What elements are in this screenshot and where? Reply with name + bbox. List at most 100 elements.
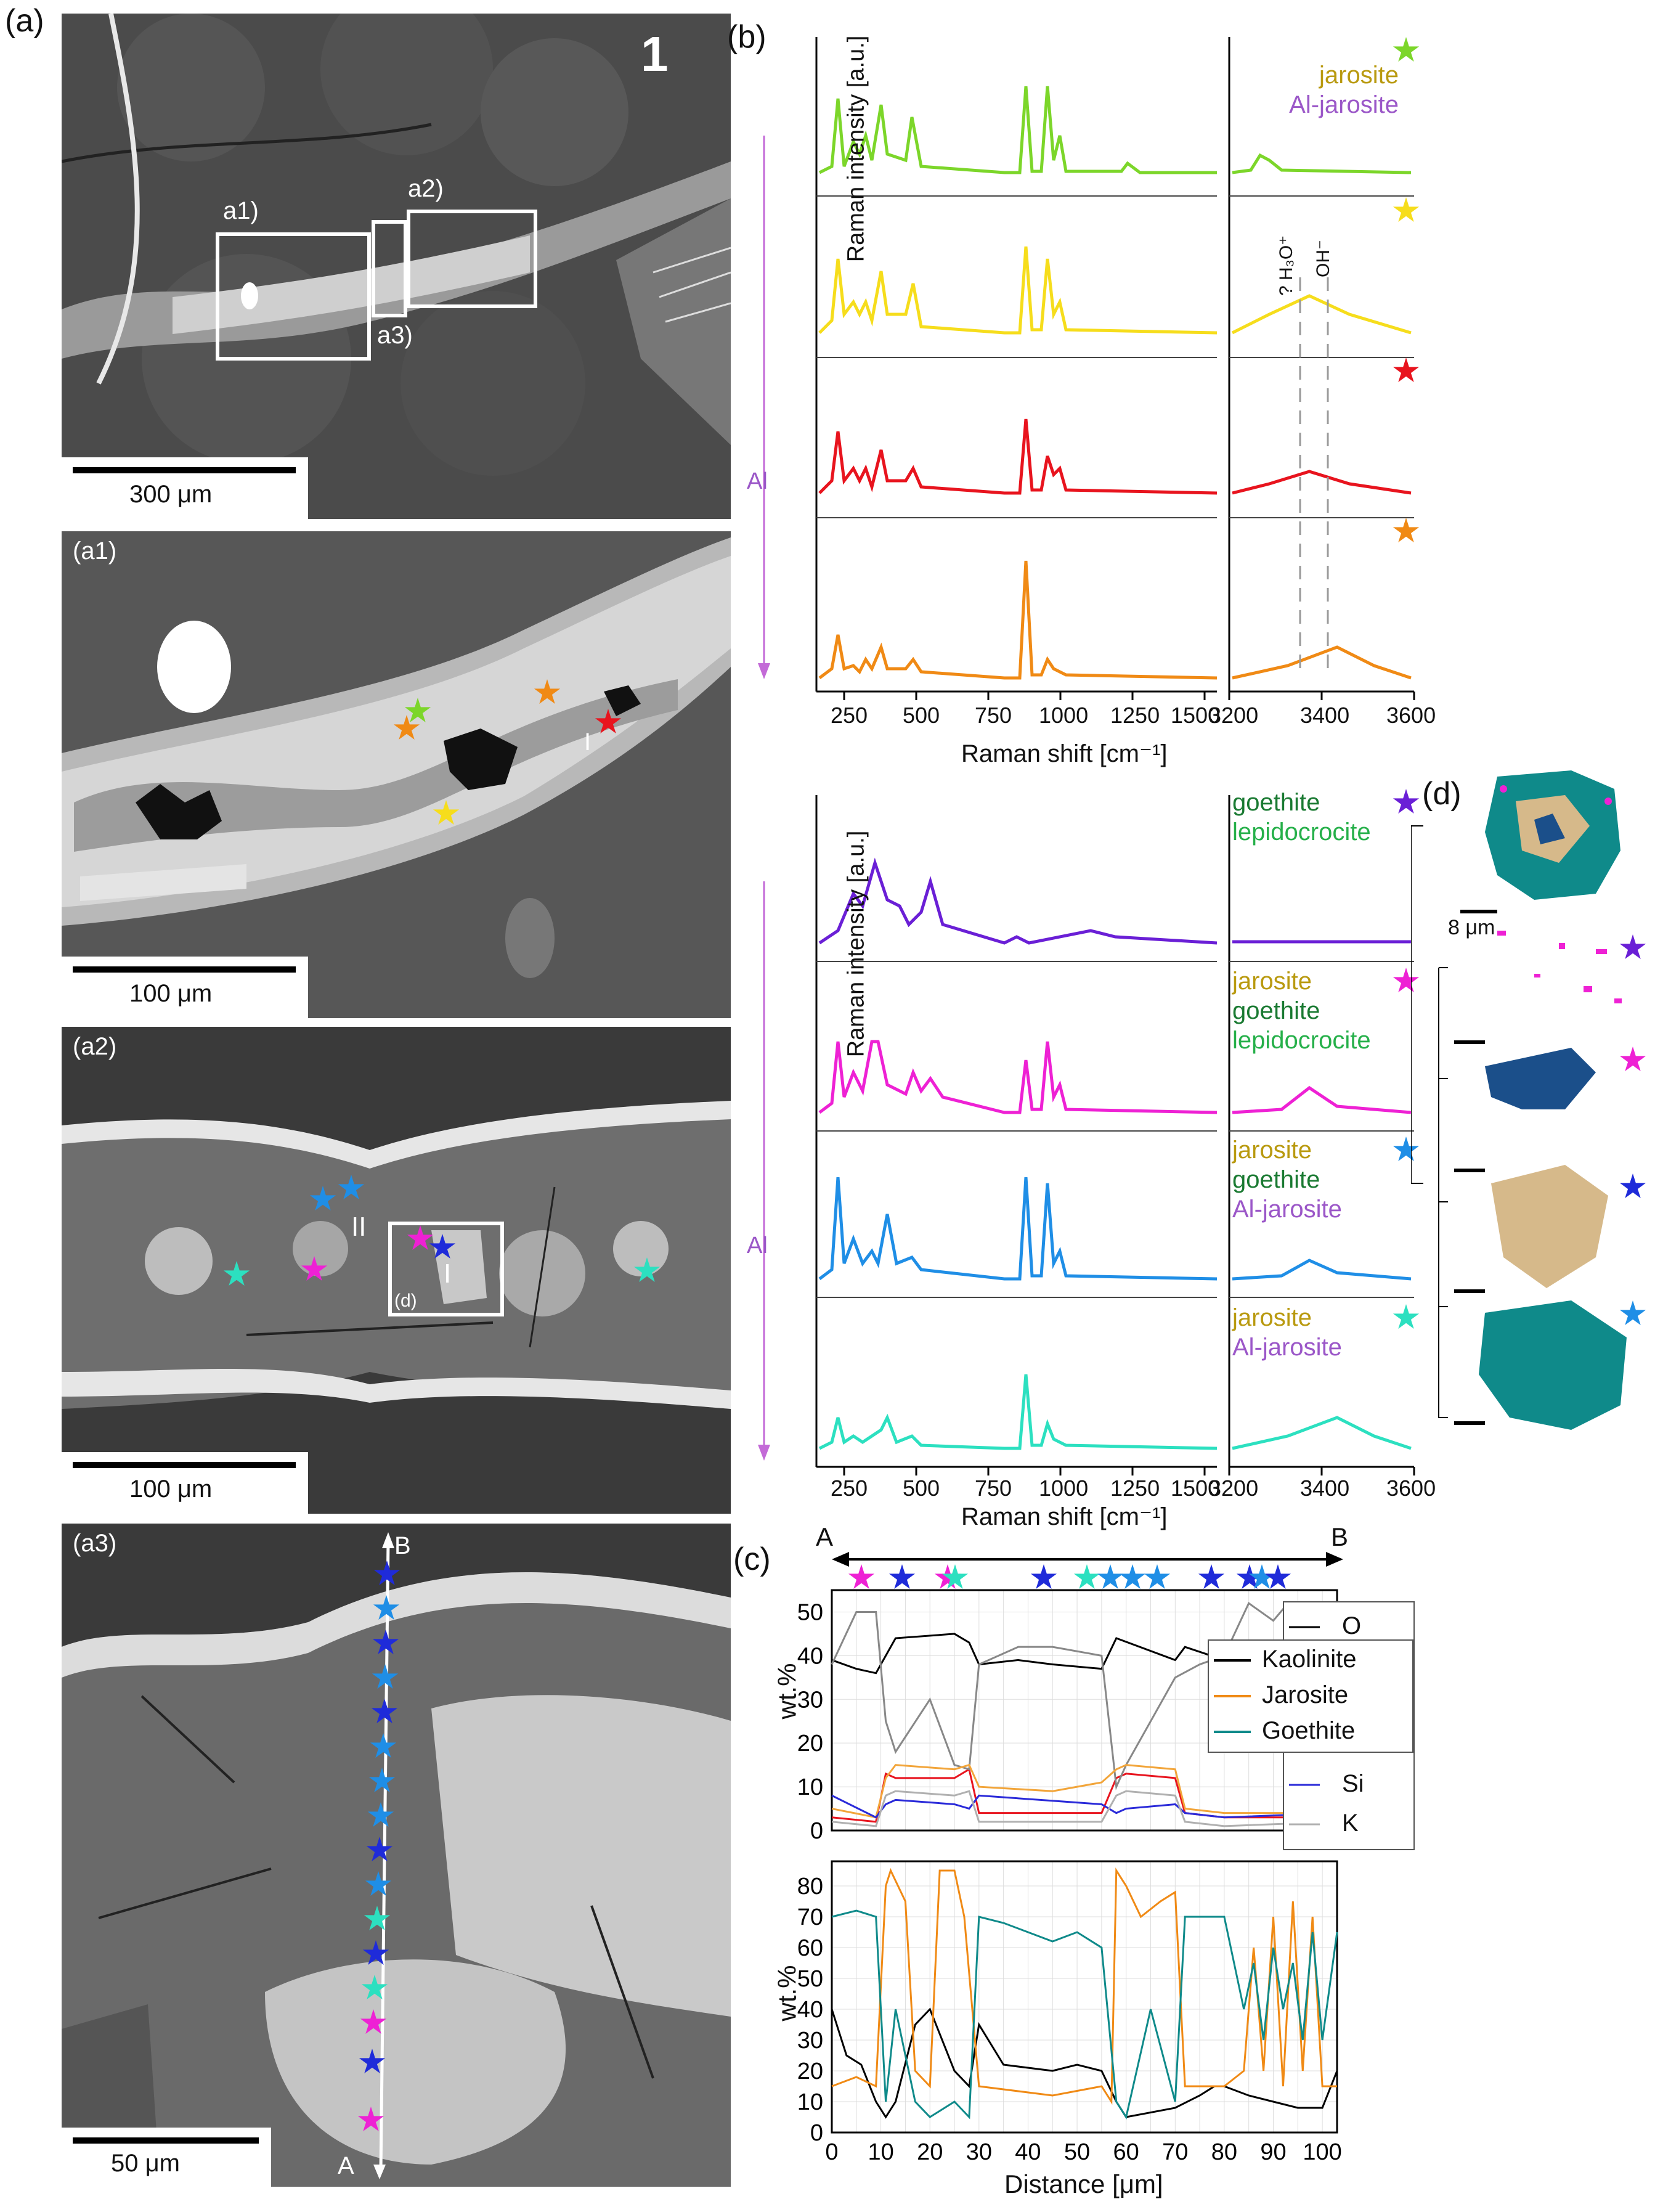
legend-goethite: Goethite bbox=[1262, 1717, 1356, 1744]
y-tick-label: 10 bbox=[797, 1774, 823, 1800]
y-tick-label: 40 bbox=[797, 1643, 823, 1669]
series-line-jarosite bbox=[831, 1867, 1337, 2105]
y-tick-label: 0 bbox=[810, 1818, 823, 1844]
raman-top-chart: Raman intensity [a.u.] Al 250 500 750 10… bbox=[746, 25, 1436, 783]
panel-label-a: (a) bbox=[5, 3, 44, 39]
tick-3600: 3600 bbox=[1386, 1475, 1436, 1501]
series-line-fe bbox=[831, 1601, 1338, 1790]
series-line-si bbox=[831, 1794, 1338, 1819]
x-tick-label: 10 bbox=[868, 2139, 893, 2165]
raman-bottom-al-label: Al bbox=[747, 1233, 768, 1259]
raman-top-al-label: Al bbox=[747, 468, 768, 494]
label-a2-box: a2) bbox=[408, 175, 444, 202]
region-box-d bbox=[388, 1222, 504, 1316]
tick-250: 250 bbox=[831, 703, 868, 728]
y-tick-label: 70 bbox=[797, 1904, 823, 1930]
scalebar-label-a1: 100 μm bbox=[129, 980, 213, 1007]
legend-kaolinite: Kaolinite bbox=[1262, 1646, 1357, 1673]
point-B-a3: B bbox=[394, 1532, 411, 1559]
x-tick-label: 80 bbox=[1211, 2139, 1237, 2165]
scalebar-box-a1: 100 μm bbox=[62, 957, 308, 1018]
series-line-kaolinite bbox=[831, 2007, 1338, 2119]
sem-image-a2: (a2) (d) II I 100 μm bbox=[62, 1027, 731, 1514]
legend-minerals: Kaolinite Jarosite Goethite bbox=[1208, 1639, 1413, 1753]
tick-500: 500 bbox=[903, 703, 940, 728]
panel-label-c: (c) bbox=[733, 1541, 771, 1577]
y-tick-label: 40 bbox=[797, 1997, 823, 2023]
scalebar-label-a: 300 μm bbox=[129, 481, 213, 508]
row4-line-al-jarosite: Al-jarosite bbox=[1232, 1334, 1342, 1361]
tick-250: 250 bbox=[831, 1475, 868, 1501]
row1-line-lepidocrocite: lepidocrocite bbox=[1232, 818, 1371, 846]
tick-1500: 1500 bbox=[1171, 703, 1221, 728]
y-tick-label: 30 bbox=[797, 2028, 823, 2054]
x-tick-label: 40 bbox=[1015, 2139, 1041, 2165]
label-d-box: (d) bbox=[394, 1291, 417, 1311]
tick-750: 750 bbox=[975, 1475, 1012, 1501]
panel-label-b: (b) bbox=[727, 19, 767, 55]
scalebar-label-a3: 50 μm bbox=[111, 2150, 180, 2177]
phase-maps: 8 μm bbox=[1411, 764, 1651, 1516]
x-tick-label: 70 bbox=[1162, 2139, 1188, 2165]
raman-top-xlabel: Raman shift [cm⁻¹] bbox=[961, 740, 1168, 767]
x-tick-label: 60 bbox=[1113, 2139, 1139, 2165]
legend-K: K bbox=[1342, 1810, 1359, 1837]
label-a2: (a2) bbox=[73, 1033, 117, 1060]
row2-line-goethite: goethite bbox=[1232, 997, 1320, 1024]
y-tick-label: 60 bbox=[797, 1935, 823, 1961]
scalebar-label-d: 8 μm bbox=[1448, 916, 1495, 939]
scalebar-box-a2: 100 μm bbox=[62, 1452, 308, 1514]
label-a3-box: a3) bbox=[377, 322, 413, 349]
label-a1: (a1) bbox=[73, 537, 117, 565]
row2-line-lepidocrocite: lepidocrocite bbox=[1232, 1027, 1371, 1054]
region-box-a1 bbox=[216, 232, 371, 361]
sem-image-a1: (a1) I 100 μm bbox=[62, 531, 731, 1018]
label-a3: (a3) bbox=[73, 1530, 117, 1557]
region-box-a2 bbox=[407, 210, 537, 308]
x-tick-label: 90 bbox=[1260, 2139, 1286, 2165]
scalebar-box-a: 300 μm bbox=[62, 457, 308, 519]
row3-line-goethite: goethite bbox=[1232, 1166, 1320, 1193]
scalebar-box-a3: 50 μm bbox=[62, 2128, 271, 2187]
sample-number: 1 bbox=[641, 27, 669, 81]
mineral-profile-chart: 0 10 20 30 40 50 60 70 80 0 10 20 30 40 50 60 70 80 90 100… bbox=[758, 1639, 1423, 2200]
tick-1250: 1250 bbox=[1110, 703, 1160, 728]
y-tick-label: 0 bbox=[810, 2120, 823, 2146]
tick-3400: 3400 bbox=[1300, 1475, 1350, 1501]
ylabel-bottom: wt.% bbox=[772, 1965, 802, 2022]
roman-I-a1: I bbox=[584, 728, 592, 756]
legend-al-jarosite: Al-jarosite bbox=[1289, 91, 1399, 118]
label-oh: OH⁻ bbox=[1313, 240, 1333, 277]
tick-3400: 3400 bbox=[1300, 703, 1350, 728]
tick-1250: 1250 bbox=[1110, 1475, 1160, 1501]
tick-3200-right: 3200 bbox=[1209, 703, 1259, 728]
label-h3o: ? H₃O⁺ bbox=[1276, 235, 1296, 296]
x-tick-label: 50 bbox=[1064, 2139, 1090, 2165]
tick-3600: 3600 bbox=[1386, 703, 1436, 728]
raman-bottom-chart: Raman intensity [a.u.] Al 250 500 750 10… bbox=[746, 783, 1436, 1541]
ylabel-top: wt.% bbox=[772, 1663, 802, 1720]
label-a1-box: a1) bbox=[223, 197, 259, 224]
xlabel-distance: Distance [μm] bbox=[1004, 2169, 1163, 2198]
y-tick-label: 50 bbox=[797, 1966, 823, 1992]
row2-line-jarosite: jarosite bbox=[1232, 968, 1312, 995]
legend-Si: Si bbox=[1342, 1770, 1364, 1797]
raman-bottom-ylabel: Raman intensity [a.u.] bbox=[843, 830, 869, 1058]
scalebar-label-a2: 100 μm bbox=[129, 1475, 213, 1503]
x-tick-label: 20 bbox=[917, 2139, 943, 2165]
row3-line-al-jarosite: Al-jarosite bbox=[1232, 1196, 1342, 1223]
x-tick-label: 100 bbox=[1303, 2139, 1341, 2165]
legend-jarosite: jarosite bbox=[1319, 62, 1399, 89]
roman-I-a2: I bbox=[444, 1259, 452, 1289]
tick-1000: 1000 bbox=[1039, 703, 1089, 728]
y-tick-label: 20 bbox=[797, 1731, 823, 1757]
sem-overview-image: a1) a2) a3) 1 300 μm bbox=[62, 14, 731, 519]
raman-bottom-xlabel: Raman shift [cm⁻¹] bbox=[961, 1503, 1168, 1530]
panel-label-d: (d) bbox=[1422, 776, 1462, 812]
tick-750: 750 bbox=[975, 703, 1012, 728]
series-line-al bbox=[831, 1763, 1337, 1819]
y-tick-label: 80 bbox=[797, 1874, 823, 1900]
legend-O: O bbox=[1342, 1612, 1362, 1639]
profile-arrow bbox=[819, 1535, 1374, 1584]
tick-1500: 1500 bbox=[1171, 1475, 1221, 1501]
